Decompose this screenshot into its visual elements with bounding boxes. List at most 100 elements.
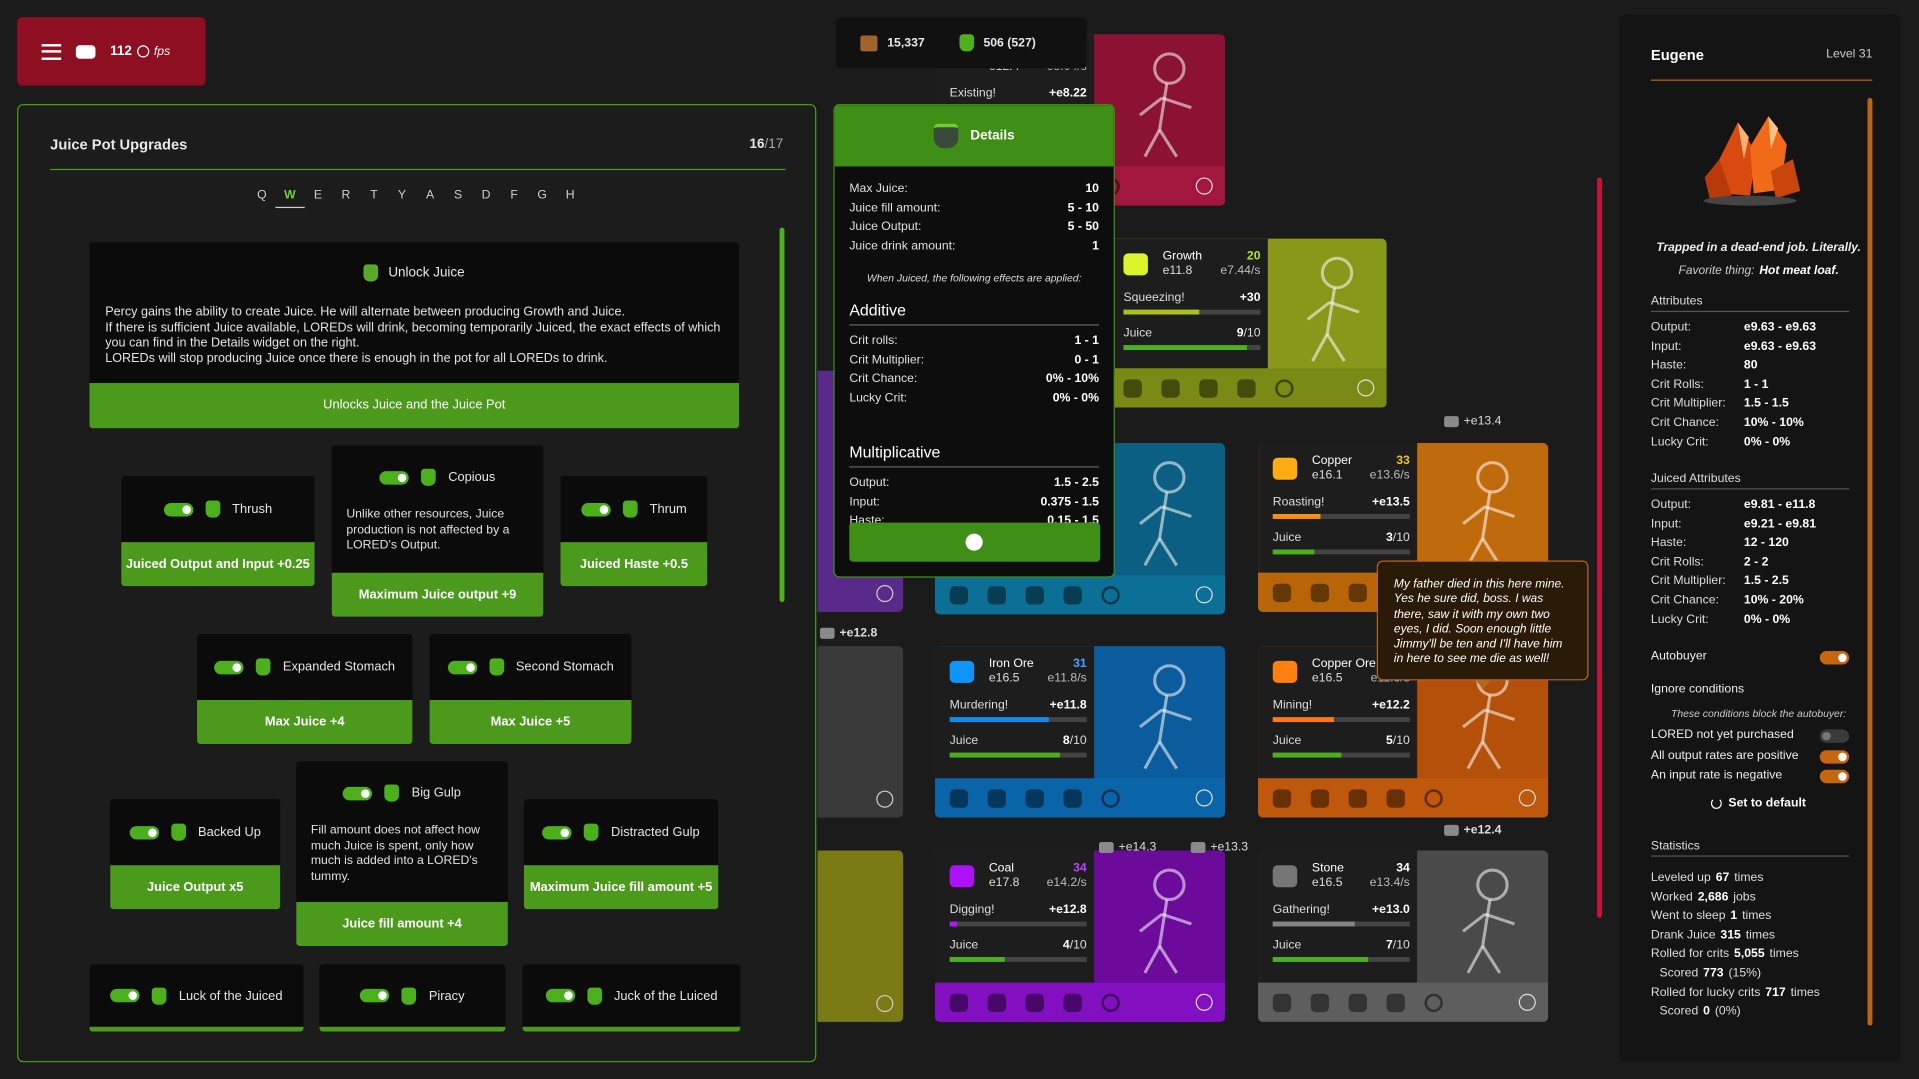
upgrade-name: Juck of the Luiced <box>613 988 718 1003</box>
lored-art <box>1462 461 1515 567</box>
upgrade-card[interactable]: Luck of the Juiced <box>89 964 304 1032</box>
lored-button[interactable] <box>1310 788 1330 808</box>
upgrade-card[interactable]: Copious Unlike other resources, Juice pro… <box>331 445 544 617</box>
toggle[interactable] <box>110 988 140 1003</box>
lored-autobuy[interactable] <box>1195 993 1213 1011</box>
juice-icon <box>205 500 220 518</box>
lored-button[interactable] <box>1386 788 1405 808</box>
lored-button[interactable] <box>949 585 969 604</box>
lored-button[interactable] <box>1123 378 1142 398</box>
lored-button[interactable] <box>1310 993 1330 1012</box>
lored-button[interactable] <box>987 788 1006 808</box>
section-rule <box>1650 488 1850 490</box>
lored-autobuy[interactable] <box>1357 379 1375 397</box>
toggle[interactable] <box>1819 651 1850 665</box>
lored-button[interactable] <box>1101 993 1120 1012</box>
lored-card[interactable]: Coal 34 e17.8 e14.2/s Digging! +e12.8 Juice 4/1… <box>934 850 1226 1022</box>
fps-gauge <box>136 45 149 58</box>
lored-autobuy[interactable] <box>1518 789 1536 807</box>
lored-button[interactable] <box>1063 788 1082 808</box>
lored-button[interactable] <box>1025 993 1044 1012</box>
lored-button[interactable] <box>987 993 1006 1012</box>
lored-autobuy[interactable] <box>1195 586 1213 604</box>
lored-amount: e17.8 <box>988 876 1020 890</box>
tab[interactable]: D <box>481 188 491 202</box>
lored-button[interactable] <box>1275 378 1294 398</box>
toggle[interactable] <box>545 988 575 1003</box>
toggle[interactable] <box>447 660 477 674</box>
toggle[interactable] <box>214 660 244 674</box>
toggle[interactable] <box>1819 749 1850 764</box>
lored-card[interactable]: Iron Ore 31 e16.5 e11.8/s Murdering! +e11.8 Ju… <box>934 646 1226 818</box>
lored-button[interactable] <box>1424 788 1443 808</box>
tab[interactable]: F <box>510 188 518 202</box>
toggle[interactable] <box>542 825 572 839</box>
toggle[interactable] <box>1819 769 1850 784</box>
lored-autobuy[interactable] <box>1518 993 1536 1011</box>
lored-button[interactable] <box>1063 993 1082 1012</box>
tab[interactable]: R <box>341 188 351 202</box>
upgrade-card[interactable]: Thrum Juiced Haste +0.5 <box>560 476 708 587</box>
detail-label: Output: <box>849 476 890 490</box>
tab[interactable]: T <box>370 188 378 202</box>
lored-button[interactable] <box>1025 788 1044 808</box>
toggle[interactable] <box>360 988 390 1003</box>
tab[interactable]: S <box>453 188 463 202</box>
toggle[interactable] <box>163 502 193 516</box>
lored-button[interactable] <box>1199 378 1218 398</box>
lored-button[interactable] <box>1348 788 1367 808</box>
lored-button[interactable] <box>1272 583 1292 602</box>
lored-button[interactable] <box>949 788 969 808</box>
upgrade-card[interactable]: Thrush Juiced Output and Input +0.25 <box>121 476 315 587</box>
upgrade-card[interactable]: Expanded Stomach Max Juice +4 <box>197 633 413 745</box>
tab[interactable]: A <box>425 188 435 202</box>
lored-autobuy[interactable] <box>1195 177 1213 195</box>
info-button[interactable] <box>849 522 1101 562</box>
tab[interactable]: W <box>275 188 305 209</box>
menu-button[interactable] <box>41 43 62 60</box>
tab[interactable]: H <box>565 188 575 202</box>
upgrade-card[interactable]: Second Stomach Max Juice +5 <box>429 633 632 745</box>
tab[interactable]: G <box>537 188 547 202</box>
toggle[interactable] <box>343 786 373 800</box>
tab[interactable]: Q <box>257 188 267 202</box>
lored-button[interactable] <box>1101 788 1120 808</box>
lored-button[interactable] <box>1310 583 1330 602</box>
lored-button[interactable] <box>1272 993 1292 1012</box>
upgrade-card[interactable]: Distracted Gulp Maximum Juice fill amount… <box>523 799 719 910</box>
lored-button[interactable] <box>1386 993 1405 1012</box>
juice-icon <box>421 468 436 486</box>
tab[interactable]: E <box>313 188 323 202</box>
lored-card[interactable]: Stone 34 e16.5 e13.4/s Gathering! +e13.0 Juice… <box>1258 850 1549 1022</box>
lored-card[interactable]: Growth 20 e11.8 e7.44/s Squeezing! +30 Juice 9/… <box>1108 238 1387 408</box>
lored-button[interactable] <box>1424 993 1443 1012</box>
lored-button[interactable] <box>949 993 969 1012</box>
ignore-label[interactable]: Ignore conditions <box>1650 682 1745 697</box>
lored-button[interactable] <box>1237 378 1256 398</box>
lored-button[interactable] <box>1348 993 1367 1012</box>
toggle[interactable] <box>1819 729 1850 743</box>
lored-button[interactable] <box>1101 585 1120 604</box>
details-note: When Juiced, the following effects are a… <box>866 271 1082 284</box>
upgrade-card[interactable]: Juck of the Luiced <box>522 964 741 1032</box>
juice-label: Juice <box>1272 531 1302 545</box>
reset-button[interactable]: Set to default <box>1619 797 1881 810</box>
lored-autobuy[interactable] <box>1195 789 1213 807</box>
lored-button[interactable] <box>1348 583 1367 602</box>
lored-button[interactable] <box>987 585 1006 604</box>
tab[interactable]: Y <box>397 188 407 202</box>
upgrade-card[interactable]: Backed Up Juice Output x5 <box>110 799 281 910</box>
toggle[interactable] <box>581 502 611 516</box>
profile-name: Eugene <box>1650 46 1704 64</box>
upgrade-card[interactable]: Big Gulp Fill amount does not affect how … <box>296 761 508 946</box>
toggle[interactable] <box>379 470 410 485</box>
lored-button[interactable] <box>1161 378 1180 398</box>
toggle[interactable] <box>129 825 159 839</box>
lored-rate: e11.8/s <box>1047 671 1087 686</box>
lored-button[interactable] <box>1025 585 1044 604</box>
unlock-footer: Unlocks Juice and the Juice Pot <box>89 383 740 429</box>
attribute-value: e9.81 - e11.8 <box>1743 498 1816 512</box>
upgrade-card[interactable]: Piracy <box>319 964 506 1032</box>
lored-button[interactable] <box>1063 585 1082 604</box>
lored-button[interactable] <box>1272 788 1292 808</box>
